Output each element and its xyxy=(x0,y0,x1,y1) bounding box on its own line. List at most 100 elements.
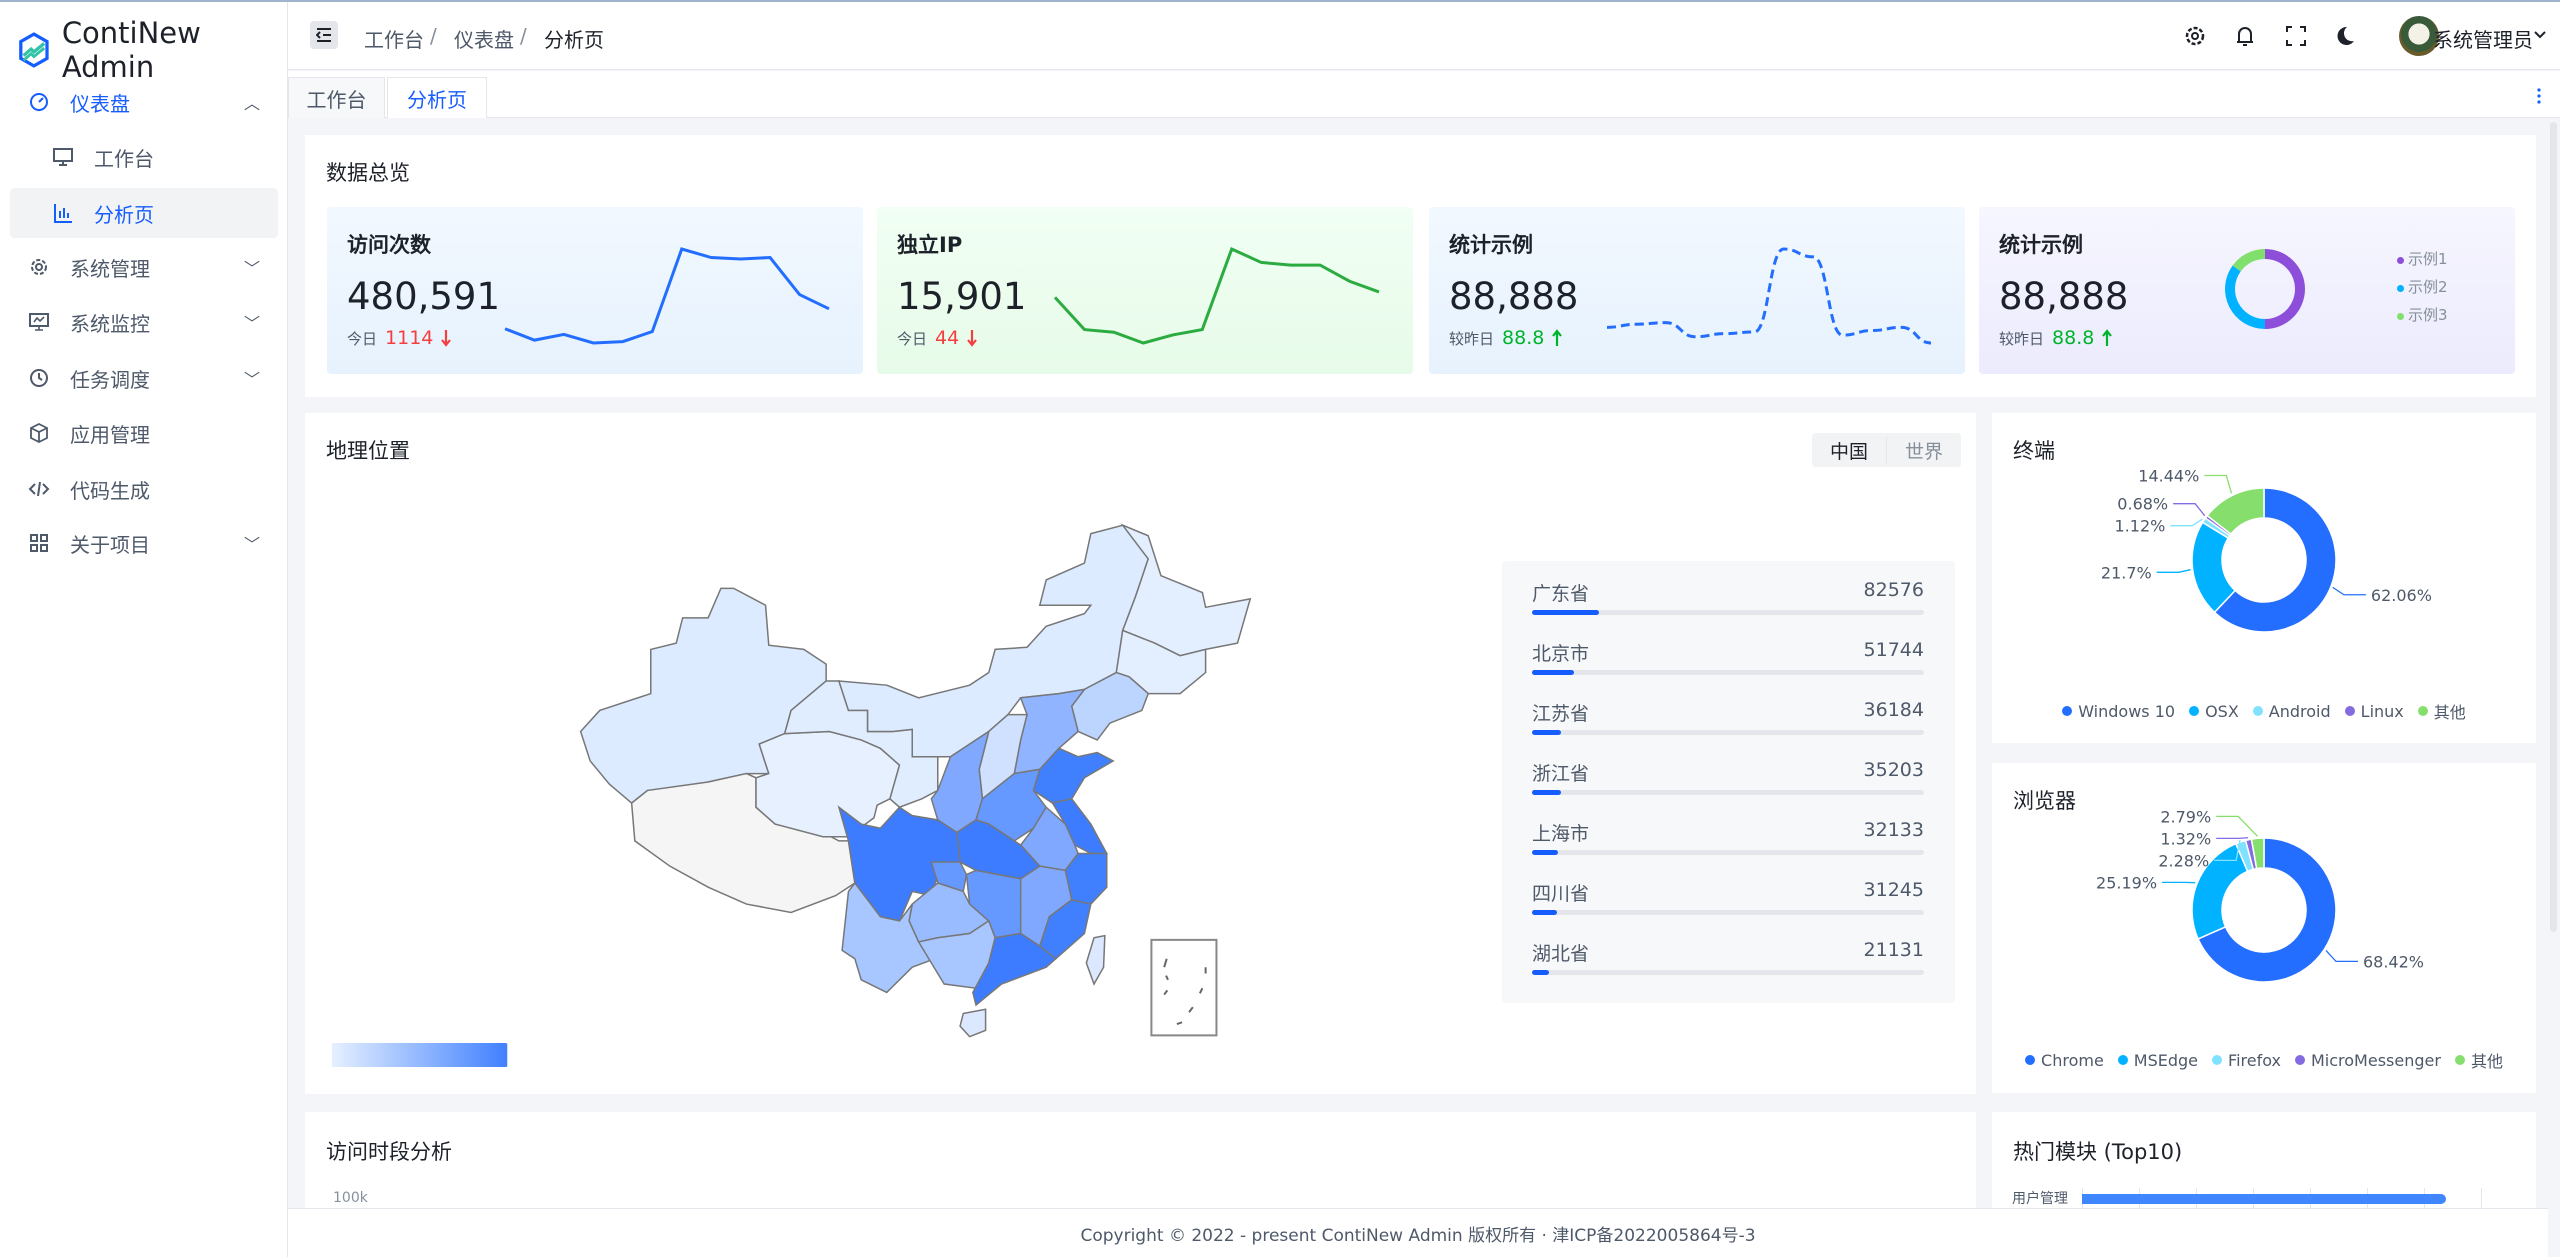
sidebar-item-label: 应用管理 xyxy=(70,422,150,447)
fullscreen-icon[interactable] xyxy=(2284,24,2308,48)
progress-track xyxy=(1532,850,1924,855)
logo[interactable]: ContiNew Admin xyxy=(18,16,287,84)
china-map[interactable] xyxy=(300,420,1300,1080)
map-region[interactable] xyxy=(1123,525,1251,655)
browser-donut-chart: 68.42% 25.19%2.28% 1.32% 2.79% xyxy=(2096,807,2424,983)
sidebar-item[interactable]: 关于项目 ﹀ xyxy=(10,518,278,568)
scrollbar-thumb[interactable] xyxy=(2550,122,2557,932)
legend-item[interactable]: Firefox xyxy=(2212,1048,2281,1072)
legend-dot xyxy=(2252,706,2263,716)
sidebar-item-label: 分析页 xyxy=(94,202,154,227)
map-region[interactable] xyxy=(632,774,855,913)
region-value: 51744 xyxy=(1863,639,1924,661)
progress-fill xyxy=(1532,850,1559,855)
legend-label: 其他 xyxy=(2433,703,2466,722)
legend-label: Firefox xyxy=(2228,1050,2281,1070)
donut-slice[interactable] xyxy=(2232,249,2265,272)
legend-item[interactable]: OSX xyxy=(2189,699,2239,723)
legend-item[interactable]: 示例2 xyxy=(2397,273,2448,301)
sidebar-item[interactable]: 仪表盘 ︿ xyxy=(10,77,278,127)
legend-item[interactable]: 示例3 xyxy=(2397,301,2448,329)
label-line xyxy=(2332,586,2366,596)
tab-workbench[interactable]: 工作台 xyxy=(288,77,385,118)
breadcrumb-item[interactable]: 仪表盘 xyxy=(454,28,514,52)
stat-sub-value: 1114 xyxy=(385,327,434,349)
donut-slice[interactable] xyxy=(2250,837,2265,870)
legend-item[interactable]: 其他 xyxy=(2417,699,2466,723)
donut-slice[interactable] xyxy=(2225,265,2265,329)
map-scope-toggle: 中国 世界 xyxy=(1812,433,1962,467)
label-line xyxy=(2214,839,2241,862)
legend-item[interactable]: Chrome xyxy=(2025,1048,2104,1072)
map-region[interactable] xyxy=(1033,748,1113,803)
map-region[interactable] xyxy=(931,862,966,891)
terminal-title: 终端 xyxy=(2013,439,2055,463)
mini-donut-legend: 示例1 示例2 示例3 xyxy=(2397,245,2448,329)
progress-track xyxy=(1532,670,1924,675)
collapse-sidebar-button[interactable] xyxy=(310,21,338,49)
map-region[interactable] xyxy=(957,820,1040,879)
moon-icon[interactable] xyxy=(2333,24,2357,48)
settings-icon[interactable] xyxy=(2183,24,2207,48)
bell-icon[interactable] xyxy=(2233,24,2257,48)
bar-chart-icon xyxy=(52,202,74,224)
legend-item[interactable]: MSEdge xyxy=(2117,1048,2198,1072)
legend-item[interactable]: MicroMessenger xyxy=(2294,1048,2441,1072)
chevron-down-icon[interactable] xyxy=(2533,30,2547,40)
more-icon[interactable] xyxy=(2536,87,2542,105)
sidebar-item[interactable]: 系统管理 ﹀ xyxy=(10,242,278,292)
sidebar-item[interactable]: 分析页 xyxy=(10,188,278,238)
legend-label: 其他 xyxy=(2470,1052,2503,1071)
donut-slice[interactable] xyxy=(2265,249,2305,329)
map-region[interactable] xyxy=(973,934,1056,1006)
mini-donut-chart xyxy=(2225,249,2305,329)
visual-map-legend[interactable] xyxy=(331,1042,508,1067)
apps-icon xyxy=(28,532,50,554)
donut-slice[interactable] xyxy=(2213,487,2337,633)
stat-value: 15,901 xyxy=(897,275,1027,318)
toggle-world[interactable]: 世界 xyxy=(1886,436,1961,464)
donut-slice[interactable] xyxy=(2206,487,2265,536)
hot-module-bar[interactable] xyxy=(2082,1194,2446,1204)
progress-fill xyxy=(1532,790,1561,795)
donut-slice[interactable] xyxy=(2197,837,2337,983)
legend-dot xyxy=(2397,313,2404,320)
toggle-china[interactable]: 中国 xyxy=(1830,440,1869,463)
map-region[interactable] xyxy=(1086,936,1104,984)
sidebar-item-label: 任务调度 xyxy=(70,367,150,392)
sidebar-item[interactable]: 应用管理 xyxy=(10,408,278,458)
region-value: 82576 xyxy=(1863,579,1924,601)
progress-track xyxy=(1532,730,1924,735)
terminal-donut-chart: 62.06% 21.7% 1.12% 0.68% 14.44% xyxy=(2101,467,2432,633)
legend-item[interactable]: 其他 xyxy=(2454,1048,2503,1072)
progress-track xyxy=(1532,610,1924,615)
map-region[interactable] xyxy=(960,1009,986,1036)
region-value: 31245 xyxy=(1863,879,1924,901)
slice-label: 62.06% xyxy=(2371,586,2432,605)
legend-dot xyxy=(2117,1055,2128,1065)
hot-module-label: 用户管理 xyxy=(2012,1191,2068,1207)
legend-dot xyxy=(2294,1055,2305,1065)
stat-card: 独立IP 15,901 今日 44 xyxy=(877,207,1413,374)
sidebar-item[interactable]: 任务调度 ﹀ xyxy=(10,353,278,403)
label-line xyxy=(2216,837,2249,840)
period-card: 访问时段分析 100k xyxy=(305,1112,1976,1208)
tab-analysis[interactable]: 分析页 xyxy=(387,77,487,118)
sidebar-item[interactable]: 工作台 xyxy=(10,132,278,182)
legend-item[interactable]: Windows 10 xyxy=(2062,699,2175,723)
breadcrumb-item[interactable]: 工作台 xyxy=(364,28,424,52)
region-value: 36184 xyxy=(1863,699,1924,721)
legend-label: Linux xyxy=(2360,701,2404,721)
sidebar-item[interactable]: 系统监控 ﹀ xyxy=(10,297,278,347)
progress-fill xyxy=(1532,670,1575,675)
legend-item[interactable]: Linux xyxy=(2344,699,2404,723)
sidebar-item[interactable]: 代码生成 xyxy=(10,464,278,514)
legend-item[interactable]: Android xyxy=(2252,699,2331,723)
legend-dot xyxy=(2397,257,2404,264)
scrollbar[interactable] xyxy=(2548,118,2560,1208)
legend-item[interactable]: 示例1 xyxy=(2397,245,2448,273)
avatar[interactable] xyxy=(2399,16,2439,56)
ranking-row: 上海市 32133 xyxy=(1532,819,1924,855)
user-name[interactable]: 系统管理员 xyxy=(2433,28,2533,52)
terminal-legend: Windows 10 OSX Android Linux 其他 xyxy=(1992,699,2536,723)
